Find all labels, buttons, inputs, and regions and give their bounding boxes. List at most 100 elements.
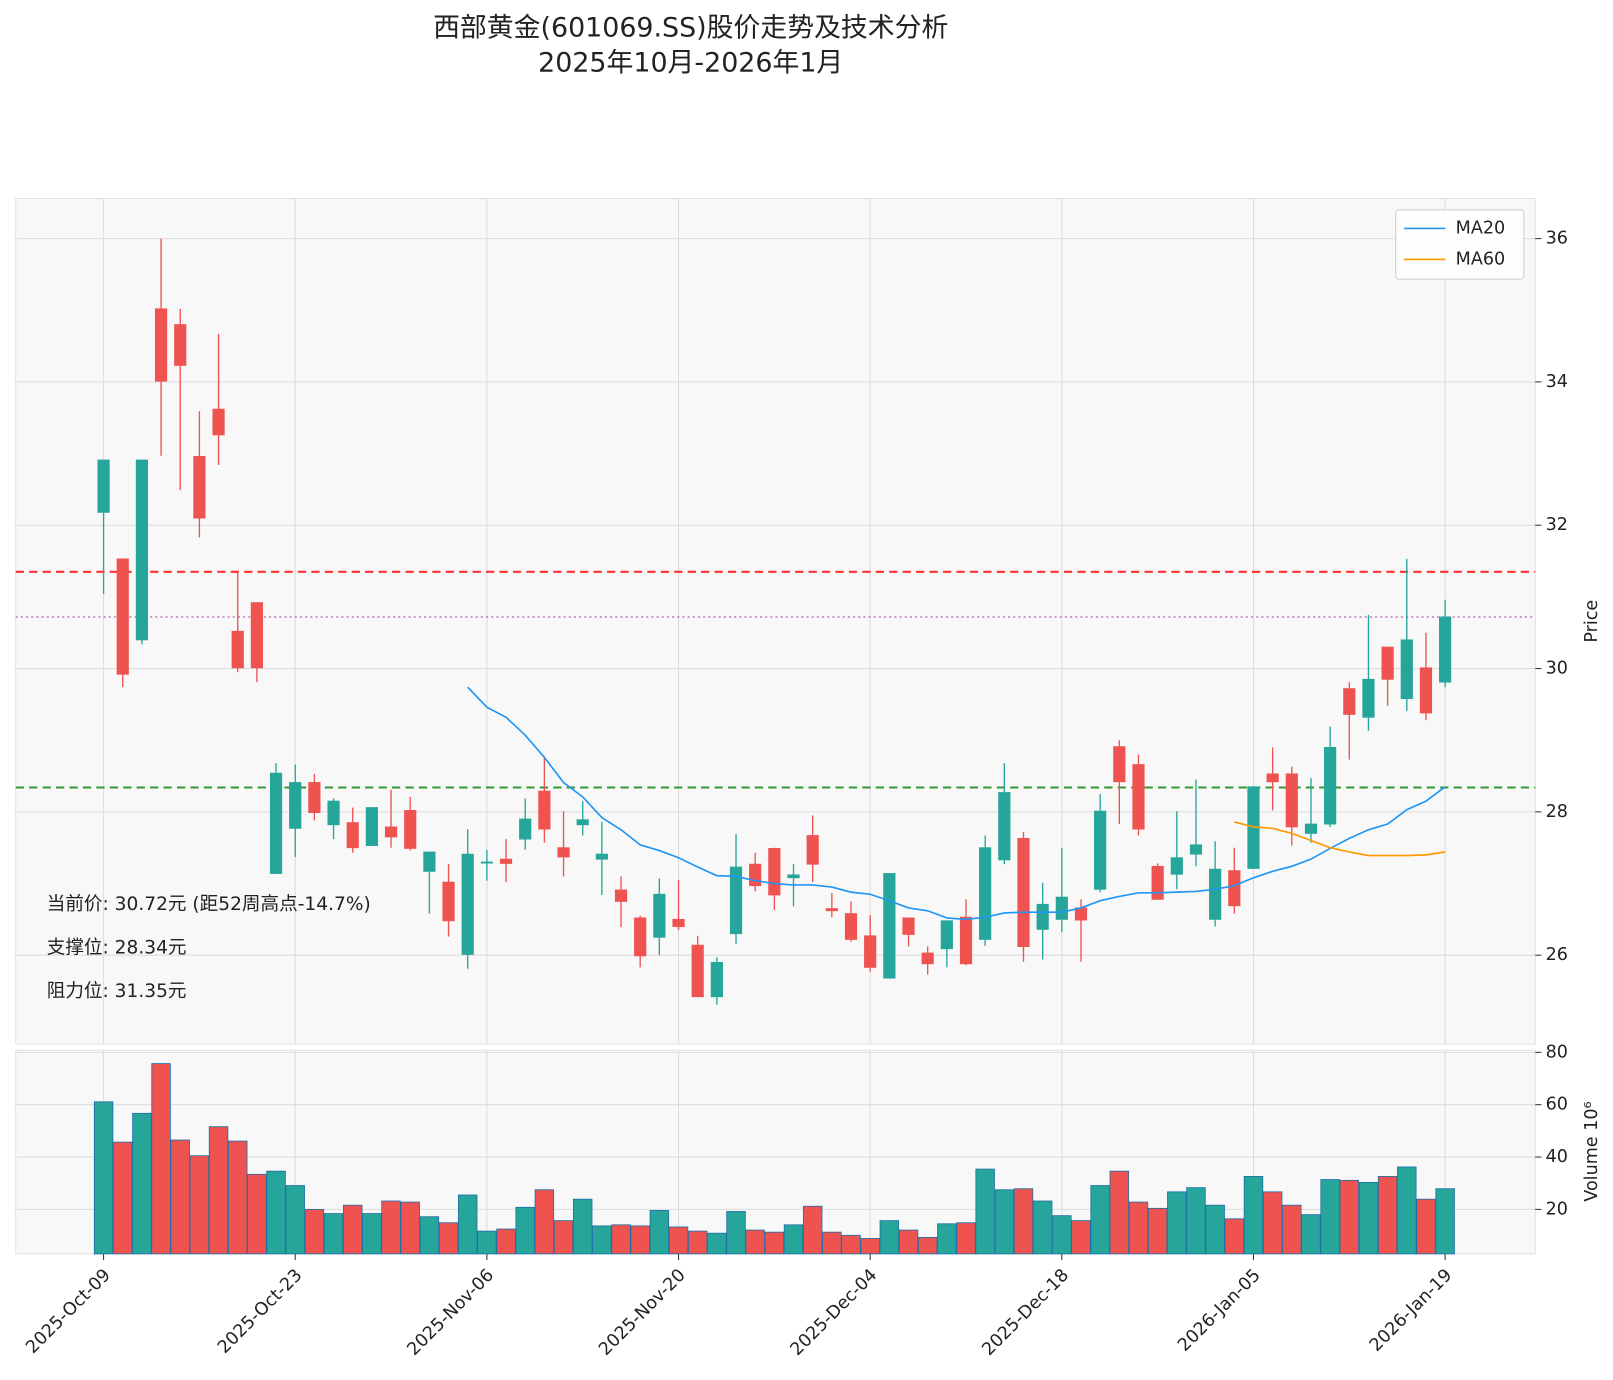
volume-bar (611, 1224, 631, 1255)
candle-body (1151, 865, 1164, 900)
candle-body (1094, 810, 1107, 890)
candle-body (1209, 868, 1222, 920)
candle-body (1055, 896, 1068, 920)
x-tick-label: 2025-Nov-20 (595, 1265, 689, 1359)
candle-body (193, 456, 206, 519)
candle-body (1132, 764, 1145, 830)
candle-body (1285, 773, 1298, 828)
candle-body (883, 873, 896, 979)
volume-bar (783, 1224, 804, 1255)
candle-body (1170, 857, 1183, 875)
chart-title: 西部黄金(601069.SS)股价走势及技术分析 (433, 12, 948, 43)
volume-bar (1186, 1187, 1206, 1255)
candle-body (1113, 746, 1126, 783)
candle-body (423, 851, 436, 872)
candle-body (844, 913, 858, 940)
volume-tick-label: 80 (1546, 1042, 1568, 1062)
volume-bar (247, 1173, 267, 1255)
candle-body (1074, 907, 1088, 921)
x-tick-label: 2026-Jan-05 (1174, 1265, 1264, 1355)
volume-bar (1147, 1207, 1168, 1255)
volume-bar (1435, 1188, 1455, 1255)
volume-bar (515, 1206, 535, 1255)
volume-bar (898, 1229, 919, 1255)
volume-bar (707, 1232, 727, 1255)
volume-bar (534, 1189, 555, 1255)
candle-body (979, 847, 992, 940)
y-tick-label: 30 (1546, 659, 1568, 679)
volume-tick-label: 60 (1546, 1095, 1568, 1115)
candle-body (154, 308, 168, 382)
annotation: 当前价: 30.72元 (距52周高点-14.7%) (47, 894, 371, 915)
candle-body (729, 866, 743, 935)
volume-tick-label: 20 (1546, 1199, 1568, 1219)
volume-bar (419, 1216, 440, 1255)
volume-bar (343, 1204, 363, 1255)
volume-bar (1301, 1214, 1321, 1255)
candle-body (538, 790, 551, 830)
candle-body (1439, 616, 1452, 683)
annotation: 支撑位: 28.34元 (47, 937, 187, 958)
x-tick-label: 2025-Dec-04 (787, 1265, 882, 1360)
candle-body (308, 782, 321, 814)
candle-body (710, 961, 723, 998)
candle-body (174, 324, 187, 366)
candle-body (1228, 870, 1241, 907)
ma-line (1234, 821, 1446, 857)
volume-bar (802, 1205, 823, 1255)
candle-body (1266, 773, 1279, 783)
volume-bar (132, 1112, 152, 1255)
candle-body (135, 459, 149, 641)
legend-box (1395, 209, 1525, 280)
volume-bar (285, 1185, 305, 1255)
y-tick-label: 26 (1546, 945, 1568, 965)
candle-body (1324, 746, 1337, 825)
candle-body (806, 835, 819, 865)
volume-bar (1032, 1200, 1053, 1255)
volume-bar (362, 1213, 382, 1255)
volume-bar (381, 1200, 401, 1255)
chart-subtitle: 2025年10月-2026年1月 (538, 48, 843, 79)
volume-bar (1071, 1220, 1091, 1255)
volume-bar (994, 1189, 1015, 1255)
volume-tick-label: 40 (1546, 1147, 1568, 1167)
volume-bar (975, 1168, 995, 1255)
volume-bar (266, 1170, 286, 1255)
volume-bar (1052, 1215, 1072, 1255)
volume-bar (1205, 1204, 1225, 1255)
volume-bar (496, 1228, 516, 1255)
volume-bar (477, 1230, 497, 1255)
volume-axis-label: Volume 10⁶ (1582, 1101, 1602, 1201)
candle-body (1400, 639, 1413, 700)
candle-body (1419, 667, 1433, 714)
y-tick-label: 36 (1546, 229, 1568, 249)
legend: MA20 MA60 (1395, 209, 1525, 280)
candle-body (902, 917, 915, 935)
legend-label: MA20 (1456, 218, 1506, 238)
volume-bar (1167, 1191, 1187, 1255)
candle-body (921, 952, 934, 965)
candle-body (404, 810, 417, 849)
volume-bar (304, 1208, 325, 1255)
candle-body (1017, 837, 1030, 948)
candle-body (1343, 688, 1356, 715)
annotation: 阻力位: 31.35元 (47, 981, 187, 1002)
candle-body (269, 772, 283, 874)
y-tick-label: 34 (1546, 372, 1568, 392)
volume-bar (457, 1194, 478, 1255)
candle-body (691, 944, 704, 998)
volume-bar (208, 1126, 229, 1255)
volume-bar (860, 1238, 880, 1255)
y-tick-label: 32 (1546, 515, 1568, 535)
candle-body (327, 800, 340, 826)
candle-body (384, 826, 398, 838)
volume-bar (189, 1155, 210, 1255)
volume-bar (228, 1140, 248, 1255)
candle-body (289, 782, 302, 829)
candle-body (940, 920, 953, 950)
candle-body (787, 874, 800, 879)
volume-bar (1262, 1191, 1283, 1255)
candle-body (116, 558, 129, 675)
candle-body (499, 858, 513, 864)
volume-bar (1224, 1218, 1245, 1255)
